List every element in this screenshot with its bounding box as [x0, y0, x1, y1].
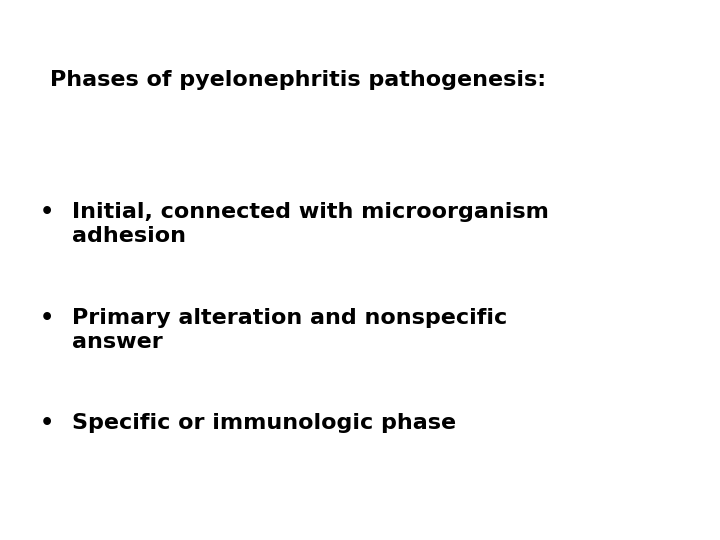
Text: Phases of pyelonephritis pathogenesis:: Phases of pyelonephritis pathogenesis: — [50, 70, 546, 90]
Text: Initial, connected with microorganism
adhesion: Initial, connected with microorganism ad… — [72, 202, 549, 246]
Text: Specific or immunologic phase: Specific or immunologic phase — [72, 413, 456, 433]
Text: •: • — [40, 202, 54, 222]
Text: Primary alteration and nonspecific
answer: Primary alteration and nonspecific answe… — [72, 308, 508, 352]
Text: •: • — [40, 413, 54, 433]
Text: •: • — [40, 308, 54, 328]
